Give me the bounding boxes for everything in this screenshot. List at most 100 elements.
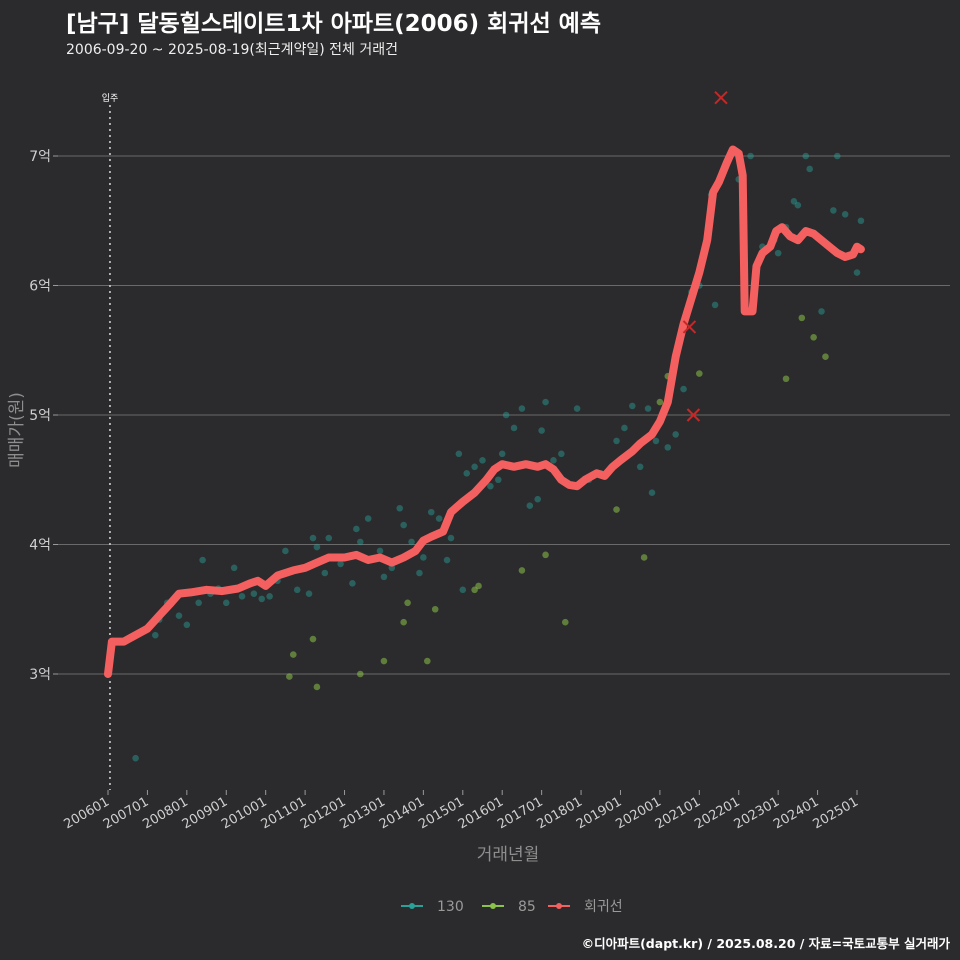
outlier-marker: [682, 320, 697, 334]
outlier-marker-stroke: [682, 320, 697, 334]
point-85: [561, 618, 569, 626]
point-85: [822, 353, 829, 361]
point-130: [321, 569, 329, 577]
move-in-label: 입주: [102, 92, 119, 104]
point-85: [286, 673, 293, 680]
point-130: [258, 595, 266, 603]
point-130: [621, 424, 628, 432]
point-130: [282, 547, 289, 555]
outlier-marker: [714, 91, 728, 105]
point-130: [613, 437, 620, 445]
legend-label: 회귀선: [584, 899, 623, 915]
point-130: [841, 210, 849, 218]
legend-item-2: 회귀선: [548, 899, 623, 915]
point-130: [833, 152, 841, 160]
point-130: [396, 504, 404, 512]
y-tick-label: 6억: [29, 279, 51, 295]
point-130: [853, 269, 861, 276]
point-130: [494, 476, 502, 484]
point-130: [542, 398, 549, 406]
point-130: [353, 525, 360, 533]
point-130: [222, 599, 230, 607]
point-130: [471, 463, 478, 471]
point-130: [502, 411, 510, 419]
point-130: [510, 424, 518, 432]
point-130: [459, 586, 467, 594]
point-85: [656, 398, 664, 406]
point-130: [806, 165, 813, 173]
point-130: [380, 573, 388, 581]
point-130: [416, 569, 423, 577]
point-130: [435, 515, 443, 522]
point-85: [309, 635, 317, 643]
point-130: [364, 515, 372, 522]
point-130: [550, 457, 557, 464]
point-130: [195, 599, 202, 607]
point-130: [794, 201, 802, 209]
point-130: [325, 534, 333, 542]
chart-title: [남구] 달동힐스테이트1차 아파트(2006) 회귀선 예측: [66, 11, 601, 37]
point-130: [711, 301, 719, 309]
point-130: [183, 621, 191, 629]
point-130: [672, 431, 679, 438]
point-85: [404, 599, 411, 607]
point-130: [238, 593, 246, 600]
point-130: [337, 560, 344, 568]
point-130: [526, 502, 534, 509]
point-85: [475, 582, 482, 590]
point-130: [790, 198, 798, 205]
point-85: [431, 605, 439, 613]
point-130: [629, 402, 636, 410]
point-130: [266, 593, 273, 600]
point-85: [810, 334, 817, 341]
point-130: [463, 469, 471, 477]
point-130: [558, 450, 565, 458]
point-130: [857, 217, 865, 225]
point-130: [420, 554, 427, 561]
point-85: [356, 670, 364, 678]
point-85: [313, 683, 321, 691]
point-130: [447, 534, 455, 542]
point-130: [818, 308, 825, 315]
legend-swatch-dot: [556, 903, 562, 909]
point-130: [376, 547, 384, 555]
point-130: [636, 463, 644, 471]
point-130: [443, 556, 451, 564]
point-130: [132, 754, 139, 762]
x-axis-title: 거래년월: [477, 845, 540, 865]
point-130: [652, 437, 660, 445]
point-130: [644, 405, 652, 412]
point-130: [680, 385, 687, 393]
point-85: [542, 551, 549, 559]
point-130: [573, 405, 581, 412]
point-130: [534, 495, 541, 503]
point-130: [830, 207, 837, 214]
point-85: [640, 554, 648, 561]
point-85: [289, 651, 297, 658]
point-130: [199, 556, 206, 564]
y-tick-label: 5억: [29, 408, 51, 424]
point-130: [479, 457, 486, 464]
legend-label: 85: [518, 899, 536, 915]
y-tick-label: 4억: [29, 538, 51, 554]
point-85: [696, 370, 703, 377]
point-130: [305, 590, 313, 598]
point-85: [518, 567, 526, 574]
outlier-marker: [686, 408, 701, 422]
point-130: [230, 564, 238, 572]
legend-label: 130: [437, 899, 464, 915]
point-85: [424, 657, 431, 665]
point-130: [774, 249, 782, 257]
point-85: [798, 314, 806, 322]
chart-subtitle: 2006-09-20 ~ 2025-08-19(최근계약일) 전체 거래건: [66, 42, 398, 58]
point-130: [487, 482, 494, 490]
point-130: [648, 489, 656, 497]
legend-swatch-dot: [409, 903, 415, 909]
point-130: [152, 631, 159, 639]
point-130: [664, 444, 672, 451]
point-130: [538, 427, 545, 434]
point-85: [613, 506, 620, 513]
source-credit: ©디아파트(dapt.kr) / 2025.08.20 / 자료=국토교통부 실…: [581, 936, 950, 951]
point-130: [250, 590, 258, 598]
